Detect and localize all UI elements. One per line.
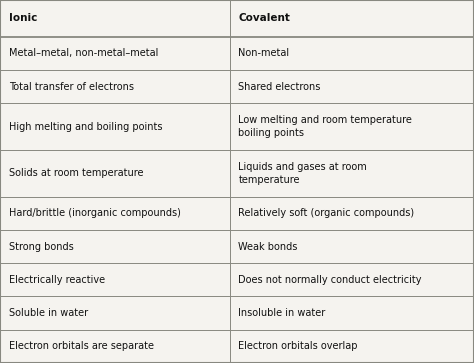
Text: Insoluble in water: Insoluble in water	[238, 308, 326, 318]
Text: Strong bonds: Strong bonds	[9, 241, 73, 252]
Text: Electrically reactive: Electrically reactive	[9, 275, 105, 285]
Text: Low melting and room temperature
boiling points: Low melting and room temperature boiling…	[238, 115, 412, 138]
Text: Soluble in water: Soluble in water	[9, 308, 88, 318]
Text: Covalent: Covalent	[238, 13, 290, 24]
Text: High melting and boiling points: High melting and boiling points	[9, 122, 162, 132]
Text: Total transfer of electrons: Total transfer of electrons	[9, 82, 134, 92]
Text: Hard/brittle (inorganic compounds): Hard/brittle (inorganic compounds)	[9, 208, 181, 218]
Text: Weak bonds: Weak bonds	[238, 241, 298, 252]
Text: Shared electrons: Shared electrons	[238, 82, 321, 92]
Text: Relatively soft (organic compounds): Relatively soft (organic compounds)	[238, 208, 415, 218]
Text: Liquids and gases at room
temperature: Liquids and gases at room temperature	[238, 162, 367, 185]
Text: Non-metal: Non-metal	[238, 49, 290, 58]
Text: Electron orbitals are separate: Electron orbitals are separate	[9, 341, 154, 351]
Text: Solids at room temperature: Solids at room temperature	[9, 168, 143, 178]
Text: Does not normally conduct electricity: Does not normally conduct electricity	[238, 275, 422, 285]
Text: Ionic: Ionic	[9, 13, 37, 24]
Text: Metal–metal, non-metal–metal: Metal–metal, non-metal–metal	[9, 49, 158, 58]
Text: Electron orbitals overlap: Electron orbitals overlap	[238, 341, 358, 351]
